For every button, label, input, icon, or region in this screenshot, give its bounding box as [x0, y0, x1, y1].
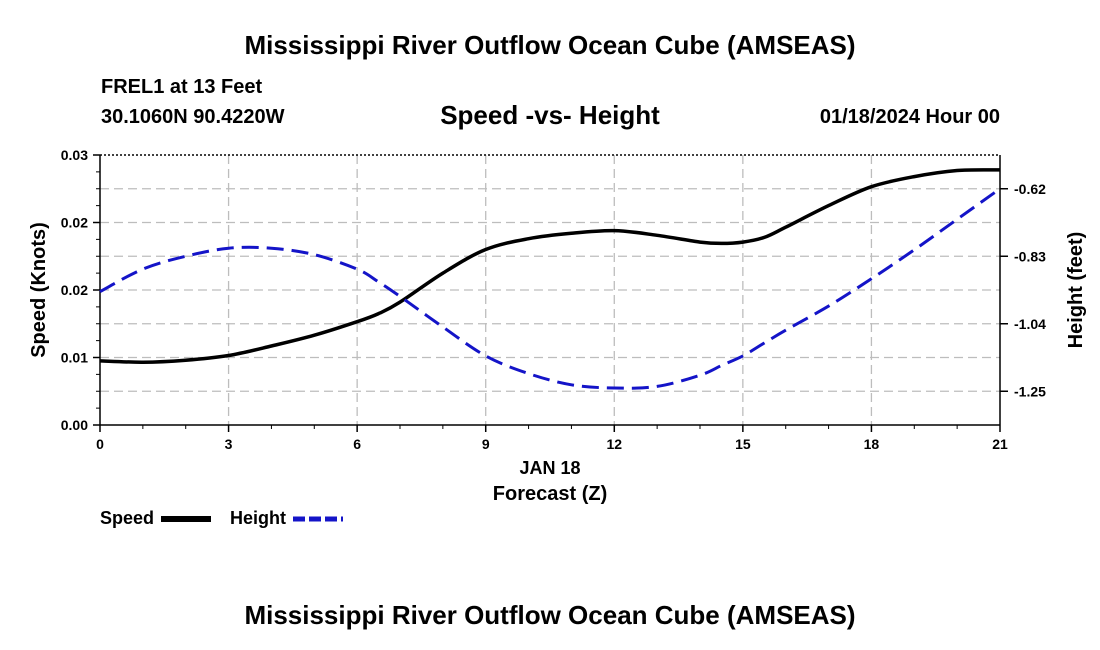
x-tick-label: 0 [96, 436, 104, 452]
y-axis-label: Speed (Knots) [28, 222, 50, 358]
y-tick-label: 0.03 [61, 147, 88, 163]
y-tick-label: 0.01 [61, 350, 88, 366]
legend-height-label: Height [230, 508, 286, 528]
x-tick-label: 21 [992, 436, 1008, 452]
x-tick-label: 6 [353, 436, 361, 452]
y-tick-label: 0.00 [61, 417, 88, 433]
y2-tick-label: -1.04 [1014, 316, 1046, 332]
station-label: FREL1 at 13 Feet [101, 76, 263, 98]
legend-speed-label: Speed [100, 508, 155, 528]
legend-height-swatch [293, 516, 344, 522]
y-tick-label: 0.02 [61, 215, 88, 231]
height-series-line [99, 187, 1001, 390]
x-tick-label: 9 [482, 436, 490, 452]
y2-tick-label: -1.25 [1014, 383, 1046, 399]
speed-series-line [99, 168, 1001, 364]
chart-title: Mississippi River Outflow Ocean Cube (AM… [244, 30, 856, 60]
y-tick-label: 0.02 [61, 282, 88, 298]
y2-tick-label: -0.83 [1014, 248, 1046, 264]
x-tick-label: 12 [606, 436, 622, 452]
footer-title: Mississippi River Outflow Ocean Cube (AM… [244, 600, 856, 630]
x-tick-label: 15 [735, 436, 751, 452]
forecast-datetime: 01/18/2024 Hour 00 [819, 106, 1000, 128]
chart-subtitle: Speed -vs- Height [440, 100, 660, 130]
legend-speed-swatch [161, 516, 212, 523]
x-axis-label: Forecast (Z) [493, 483, 607, 505]
x-tick-label: 3 [225, 436, 233, 452]
x-tick-label: 18 [864, 436, 880, 452]
legend-height: Height [230, 508, 345, 529]
station-coordinates: 30.1060N 90.4220W [101, 106, 285, 128]
y2-axis-label: Height (feet) [1065, 232, 1087, 349]
y2-tick-label: -0.62 [1014, 181, 1046, 197]
legend-speed: Speed [100, 508, 213, 529]
x-axis-date-label: JAN 18 [519, 458, 580, 478]
